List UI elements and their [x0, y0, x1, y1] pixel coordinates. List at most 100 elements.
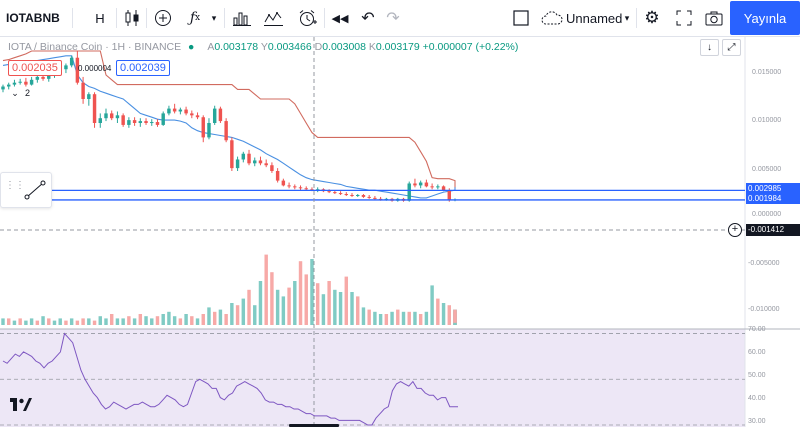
candle-body — [184, 109, 188, 114]
candles-icon[interactable] — [120, 0, 144, 36]
candle-body — [287, 185, 291, 187]
interval-button[interactable]: H — [95, 10, 105, 26]
volume-bar — [378, 314, 383, 325]
rsi-tick: 40.00 — [748, 395, 766, 402]
drag-handle-icon[interactable]: ⋮⋮ — [5, 180, 25, 191]
add-indicator-icon[interactable] — [150, 0, 176, 36]
low-label: D — [314, 41, 323, 53]
volume-bar — [195, 318, 200, 325]
candle-body — [24, 81, 28, 85]
undo-icon[interactable]: ↶ — [361, 10, 375, 27]
volume-bar — [453, 322, 457, 325]
candle-body — [1, 86, 5, 90]
candle-body — [350, 195, 354, 196]
candle-body — [12, 82, 17, 85]
candle-body — [201, 117, 205, 138]
bar-chart-icon[interactable] — [230, 0, 254, 36]
symbol-search-button[interactable]: IOTABNB — [6, 11, 60, 25]
redo-icon[interactable]: ↷ — [386, 10, 400, 27]
volume-bar — [87, 318, 91, 325]
candle-body — [367, 196, 371, 198]
time-scrollbar[interactable] — [289, 424, 339, 427]
layout-name-button[interactable]: Unnamed — [566, 10, 623, 26]
volume-bar — [207, 307, 211, 325]
divider — [146, 8, 147, 28]
camera-icon[interactable] — [702, 0, 726, 36]
volume-bar — [29, 318, 34, 325]
volume-bar — [178, 318, 183, 325]
volume-bar — [293, 281, 297, 325]
layout-icon[interactable] — [508, 0, 534, 36]
candle-body — [150, 122, 154, 124]
volume-bar — [396, 309, 400, 325]
drawing-toolbar: ⋮⋮ — [0, 172, 52, 208]
candle-body — [104, 113, 108, 119]
rsi-line — [2, 332, 458, 426]
market-status-dot: ● — [188, 41, 195, 53]
candle-body — [275, 171, 280, 181]
replay-icon[interactable]: ◀◀ — [331, 12, 349, 25]
candle-body — [127, 120, 131, 125]
volume-bar — [338, 292, 343, 325]
buy-price-button[interactable]: 0.002039 — [116, 60, 170, 76]
templates-icon[interactable] — [262, 0, 286, 36]
gear-icon[interactable]: ⚙ — [644, 8, 660, 27]
volume-bar — [75, 320, 80, 325]
volume-bar — [69, 318, 74, 325]
rsi-tick: 60.00 — [748, 349, 766, 356]
trend-line-icon[interactable] — [23, 179, 47, 201]
indicator-line — [2, 55, 456, 199]
volume-bar — [298, 261, 303, 325]
maximize-icon[interactable]: ⤢ — [722, 39, 741, 56]
chevron-down-icon[interactable]: ▾ — [624, 12, 630, 23]
candle-body — [172, 108, 177, 112]
candle-body — [247, 153, 251, 164]
close-label: K — [368, 41, 376, 53]
candle-body — [327, 191, 331, 193]
volume-bar — [253, 305, 257, 325]
candle-body — [344, 194, 349, 196]
add-plus-icon[interactable]: + — [728, 223, 742, 237]
arrow-down-icon[interactable]: ↓ — [700, 39, 719, 56]
candle-body — [407, 183, 411, 201]
volume-bar — [138, 314, 143, 325]
volume-bar — [373, 311, 377, 325]
open-value: 0.003178 — [214, 41, 259, 53]
fullscreen-icon[interactable] — [672, 0, 696, 36]
volume-bar — [184, 314, 188, 325]
divider — [224, 8, 225, 28]
volume-bar — [304, 274, 308, 325]
volume-bar — [264, 254, 268, 325]
volume-bar — [132, 318, 137, 325]
candle-body — [424, 182, 429, 187]
candle-body — [195, 115, 200, 118]
price-line-label: 0.002985 — [746, 183, 800, 194]
volume-bar — [384, 314, 389, 325]
candle-body — [144, 121, 148, 123]
candle-body — [270, 165, 274, 171]
volume-bar — [430, 285, 434, 325]
volume-bar — [167, 311, 171, 325]
price-tick: 0.010000 — [752, 117, 782, 124]
chevron-down-icon[interactable]: ▾ — [211, 12, 217, 23]
divider — [636, 8, 637, 28]
candle-body — [207, 123, 211, 138]
symbol-title[interactable]: IOTA / Binance Coin · 1H · BINANCE — [8, 41, 182, 53]
candle-body — [212, 108, 217, 123]
collapse-chevron-icon[interactable]: ⌄ — [11, 87, 19, 98]
candle-body — [258, 160, 263, 164]
sell-price-button[interactable]: 0.002035 — [8, 60, 62, 76]
candle-body — [436, 186, 440, 188]
divider — [116, 8, 117, 28]
candle-body — [69, 57, 74, 66]
volume-bar — [235, 305, 240, 325]
publish-button[interactable]: Yayınla — [730, 1, 800, 35]
volume-bar — [344, 276, 349, 325]
indicator-line — [2, 50, 456, 189]
cloud-icon[interactable] — [540, 0, 564, 36]
chart-canvas[interactable] — [0, 37, 800, 427]
volume-bar — [201, 314, 205, 325]
alert-icon[interactable] — [294, 0, 320, 36]
volume-bar — [155, 316, 160, 325]
